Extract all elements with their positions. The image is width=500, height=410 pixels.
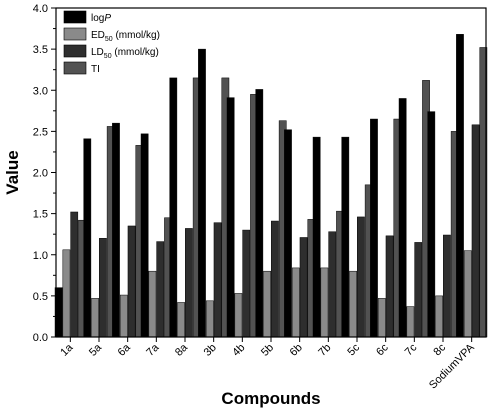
- x-tick-label: 6b: [288, 342, 305, 359]
- bar-ed-5a: [91, 298, 99, 338]
- x-tick-label: 7b: [316, 342, 333, 359]
- legend-label-suffix: (mmol/kg): [113, 30, 160, 41]
- x-tick-label: 6c: [374, 341, 391, 358]
- bar-log-6b: [284, 129, 292, 338]
- x-tick-label: 5b: [259, 342, 276, 359]
- legend-swatch-ed: [63, 27, 87, 41]
- bar-ld-5a: [99, 238, 107, 338]
- legend-label-subscript: 50: [104, 53, 112, 60]
- legend-swatch-ld: [63, 44, 87, 58]
- legend-label-main: log: [91, 13, 104, 24]
- bar-ed-6c: [377, 298, 386, 338]
- legend-label-italic: P: [104, 13, 111, 24]
- bar-ld-6b: [299, 237, 308, 338]
- bar-ed-5c: [349, 270, 357, 338]
- bar-ld-7c: [414, 242, 423, 338]
- legend-swatch-log: [63, 10, 87, 24]
- bar-log-3b: [198, 48, 206, 338]
- bar-ed-7a: [148, 270, 157, 338]
- bar-ed-4b: [234, 293, 243, 338]
- x-axis-title: Compounds: [221, 389, 320, 408]
- bar-ed-6b: [291, 267, 300, 338]
- legend-label-main: TI: [91, 64, 100, 75]
- bar-ed-8c: [435, 295, 443, 338]
- x-tick-label: 8a: [173, 341, 191, 359]
- bar-log-5c: [341, 136, 350, 338]
- bar-log-6a: [112, 122, 120, 338]
- legend-label-ld: LD50 (mmol/kg): [91, 47, 159, 60]
- x-tick-label: 7c: [403, 341, 420, 358]
- y-tick-label: 0.5: [33, 291, 48, 303]
- y-tick-label: 1.5: [33, 209, 48, 221]
- bar-ld-8a: [185, 228, 193, 338]
- bar-log-8c: [427, 111, 436, 338]
- x-tick-label: 5c: [345, 341, 362, 358]
- legend-swatch-ti: [63, 61, 87, 75]
- bar-log-7b: [312, 136, 321, 338]
- bar-ed-1a: [62, 249, 71, 338]
- bar-log-8a: [169, 77, 178, 338]
- bar-ld-5b: [271, 220, 279, 338]
- y-tick-label: 4.0: [33, 3, 48, 15]
- bar-log-6c: [370, 118, 378, 338]
- y-axis-title: Value: [3, 150, 22, 194]
- legend-label-ti: TI: [91, 64, 100, 75]
- bar-ld-1a: [70, 211, 79, 338]
- bar-ld-7a: [156, 241, 165, 338]
- bar-ed-3b: [205, 300, 214, 338]
- bar-log-sodiumvpa: [456, 34, 464, 338]
- bar-ld-7b: [328, 231, 337, 338]
- legend-label-main: LD: [91, 47, 104, 58]
- legend-label-suffix: (mmol/kg): [112, 47, 159, 58]
- bar-ld-sodiumvpa: [471, 124, 480, 338]
- y-tick-label: 3.5: [33, 44, 48, 56]
- x-tick-label: 7a: [144, 341, 162, 359]
- x-tick-label: 6a: [116, 341, 134, 359]
- bar-log-7a: [140, 133, 149, 338]
- bar-log-5b: [255, 89, 264, 338]
- y-tick-labels: 0.0 0.5 1.0 1.5 2.0 2.5 3.0 3.5 4.0: [33, 3, 48, 344]
- bar-ld-8c: [443, 234, 451, 338]
- legend-label-log: logP: [91, 13, 111, 24]
- y-tick-label: 3.0: [33, 85, 48, 97]
- plot-frame: [55, 7, 487, 338]
- x-tick-label: 8c: [431, 341, 448, 358]
- y-tick-label: 1.0: [33, 250, 48, 262]
- x-tick-label: 5a: [87, 341, 105, 359]
- legend-label-subscript: 50: [105, 36, 113, 43]
- y-tick-label: 2.0: [33, 168, 48, 180]
- bar-ed-7b: [320, 267, 329, 338]
- bar-log-7c: [398, 98, 407, 338]
- x-tick-label: 3b: [202, 342, 219, 359]
- y-tick-label: 2.5: [33, 126, 48, 138]
- bar-ed-6a: [119, 294, 128, 338]
- bar-ld-5c: [357, 216, 365, 338]
- y-tick-label: 0.0: [33, 332, 48, 344]
- bar-ld-6c: [385, 235, 394, 338]
- bar-ld-6a: [127, 225, 136, 338]
- bar-ed-8a: [177, 302, 185, 338]
- bar-ed-5b: [263, 270, 271, 338]
- x-tick-label: 4b: [230, 342, 247, 359]
- bar-ld-4b: [242, 229, 251, 338]
- legend-label-ed: ED50 (mmol/kg): [91, 30, 160, 43]
- bar-ld-3b: [213, 222, 222, 338]
- bar-ed-sodiumvpa: [463, 250, 472, 338]
- bar-ed-7c: [406, 306, 415, 338]
- x-tick-label: 1a: [58, 341, 76, 359]
- bars-layer: [54, 34, 488, 338]
- legend-label-main: ED: [91, 30, 105, 41]
- bar-log-4b: [226, 97, 235, 338]
- bar-log-5a: [83, 138, 92, 338]
